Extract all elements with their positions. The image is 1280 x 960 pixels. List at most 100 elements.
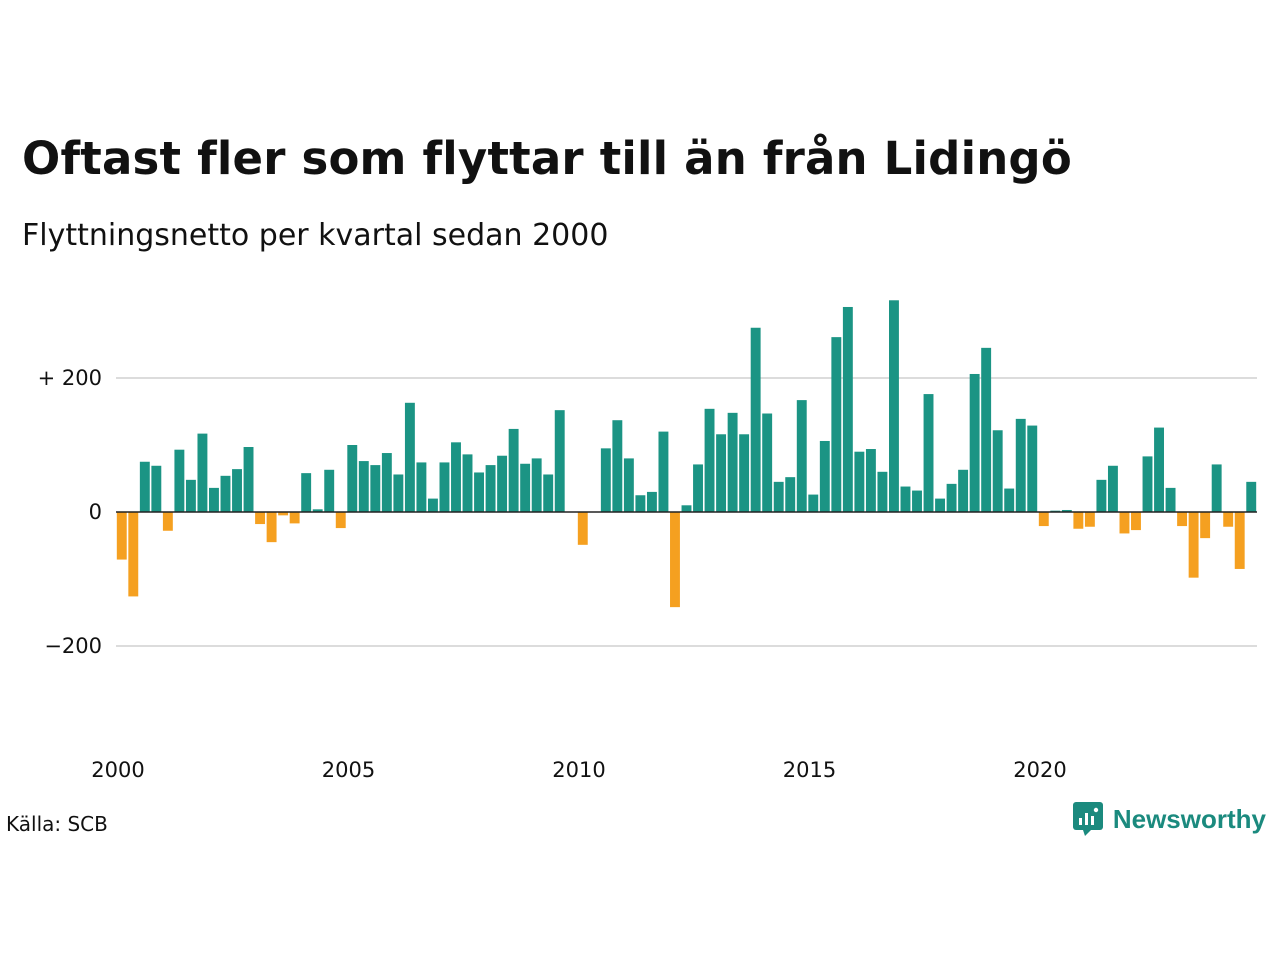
y-tick-label: + 200 <box>38 366 102 390</box>
bar-positive <box>842 306 853 512</box>
bar-positive <box>381 453 392 512</box>
bar-positive <box>497 455 508 512</box>
bar-positive <box>831 337 842 512</box>
bar-negative <box>335 512 346 529</box>
bar-positive <box>981 347 992 512</box>
bar-negative <box>266 512 277 543</box>
bar-positive <box>704 408 715 512</box>
bar-negative <box>1223 512 1234 527</box>
bar-positive <box>635 495 646 512</box>
bar-positive <box>358 461 369 512</box>
bar-positive <box>750 327 761 512</box>
bar-positive <box>554 410 565 512</box>
grid-layer <box>116 377 1257 647</box>
chart-subtitle: Flyttningsnetto per kvartal sedan 2000 <box>22 218 609 253</box>
x-tick-label: 2010 <box>552 758 605 782</box>
bar-positive <box>1154 427 1164 512</box>
bar-positive <box>209 487 219 512</box>
bar-positive <box>923 394 934 512</box>
source-note: Källa: SCB <box>6 812 108 836</box>
bar-negative <box>670 512 680 608</box>
bar-positive <box>324 469 335 512</box>
bar-positive <box>969 373 980 512</box>
bar-positive <box>992 430 1003 512</box>
bars-layer <box>116 300 1257 608</box>
bar-positive <box>762 413 773 512</box>
bar-positive <box>139 461 150 512</box>
bar-positive <box>508 428 519 512</box>
newsworthy-logo-icon <box>1072 802 1103 836</box>
bar-positive <box>1142 456 1153 512</box>
bar-positive <box>243 447 254 512</box>
bar-positive <box>716 434 727 512</box>
brand-name: Newsworthy <box>1112 803 1266 834</box>
bar-positive <box>531 458 542 512</box>
bar-positive <box>174 449 185 512</box>
bar-positive <box>462 454 473 512</box>
bar-positive <box>427 498 438 512</box>
bar-positive <box>693 464 703 512</box>
bar-positive <box>727 412 738 512</box>
bar-positive <box>1211 464 1222 512</box>
bar-positive <box>404 402 415 512</box>
bar-positive <box>1004 488 1015 512</box>
bar-positive <box>819 440 830 512</box>
bar-positive <box>543 474 554 512</box>
x-tick-label: 2015 <box>783 758 836 782</box>
bar-positive <box>1246 481 1257 512</box>
x-tick-label: 2020 <box>1013 758 1066 782</box>
bar-positive <box>900 486 911 512</box>
bar-negative <box>1119 512 1130 534</box>
bar-positive <box>1061 509 1072 512</box>
bar-positive <box>912 490 922 512</box>
bar-positive <box>946 483 957 512</box>
bar-negative <box>1188 512 1199 578</box>
bar-positive <box>1027 425 1038 512</box>
y-tick-label: 0 <box>89 500 102 524</box>
y-tick-label: −200 <box>44 634 102 658</box>
bar-positive <box>312 509 323 512</box>
bar-positive <box>681 505 692 512</box>
bar-positive <box>808 494 819 512</box>
bar-positive <box>485 465 496 512</box>
bar-positive <box>185 479 196 512</box>
bar-positive <box>474 472 484 512</box>
y-axis-labels: + 200 0 −200 <box>38 366 102 658</box>
x-tick-label: 2005 <box>322 758 375 782</box>
bar-positive <box>739 434 750 512</box>
chart-title: Oftast fler som flyttar till än från Lid… <box>22 132 1072 185</box>
bar-negative <box>1177 512 1188 527</box>
bar-chart: + 200 0 −200 2000 2005 2010 2015 2020 <box>38 300 1257 782</box>
bar-positive <box>935 498 946 512</box>
bar-positive <box>451 442 461 512</box>
bar-positive <box>232 469 242 512</box>
bar-positive <box>612 420 623 512</box>
bar-negative <box>278 512 289 516</box>
bar-positive <box>347 445 358 512</box>
bar-positive <box>646 491 657 512</box>
bar-negative <box>1073 512 1084 529</box>
bar-positive <box>796 400 807 512</box>
bar-negative <box>1131 512 1141 531</box>
bar-negative <box>1200 512 1211 539</box>
x-axis-labels: 2000 2005 2010 2015 2020 <box>91 758 1066 782</box>
bar-positive <box>520 463 531 512</box>
x-tick-label: 2000 <box>91 758 144 782</box>
bar-positive <box>658 431 669 512</box>
bar-negative <box>1038 512 1049 527</box>
bar-positive <box>370 465 381 512</box>
bar-positive <box>773 481 784 512</box>
bar-positive <box>854 451 865 512</box>
bar-positive <box>600 448 611 512</box>
bar-positive <box>393 474 404 512</box>
bar-negative <box>1234 512 1245 569</box>
bar-positive <box>877 471 888 512</box>
bar-positive <box>301 473 312 512</box>
bar-positive <box>785 477 796 512</box>
bar-positive <box>1096 479 1107 512</box>
brand-logo: Newsworthy <box>1072 802 1266 836</box>
bar-negative <box>1084 512 1095 527</box>
bar-negative <box>128 512 139 597</box>
bar-positive <box>439 462 450 512</box>
bar-positive <box>1015 418 1026 512</box>
